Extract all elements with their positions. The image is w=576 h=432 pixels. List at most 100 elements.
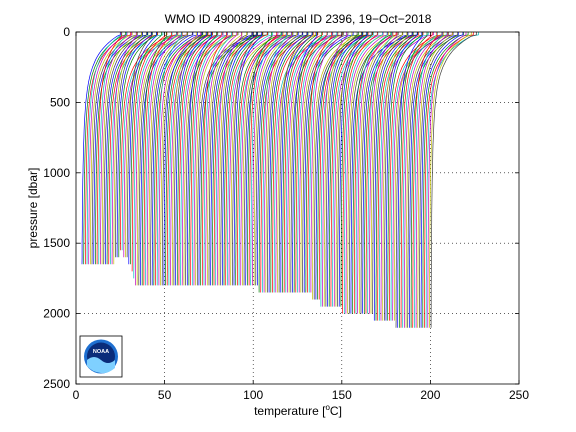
x-axis-label-sup: o: [325, 403, 330, 412]
profile-line: [368, 32, 398, 314]
profile-line: [262, 32, 288, 293]
profile-line: [312, 32, 362, 300]
profile-line: [363, 32, 414, 314]
profile-line: [424, 32, 474, 328]
profile-line: [317, 32, 364, 300]
profile-line: [310, 32, 343, 293]
profile-line: [420, 32, 464, 328]
logo-wave: [87, 357, 115, 374]
profile-line: [211, 32, 259, 286]
profile-line: [91, 32, 138, 265]
profile-line: [108, 32, 159, 265]
profile-line: [116, 32, 153, 258]
profile-line: [185, 32, 239, 286]
profile-line: [290, 32, 344, 293]
profile-line: [175, 32, 208, 286]
profile-line: [347, 32, 394, 314]
profile-line: [397, 32, 423, 328]
profile-line: [409, 32, 459, 328]
profile-line: [404, 32, 444, 328]
profile-line: [323, 32, 353, 307]
profile-line: [120, 32, 177, 251]
profile-line: [375, 32, 419, 321]
profile-line: [243, 32, 294, 286]
x-tick-label: 0: [73, 388, 80, 402]
profile-line: [422, 32, 469, 328]
axes-layer: [75, 31, 520, 385]
profile-line: [260, 32, 314, 293]
profile-line: [283, 32, 323, 293]
profile-line: [201, 32, 228, 286]
profile-line: [373, 32, 413, 321]
profile-line: [370, 32, 403, 314]
profile-line: [268, 32, 308, 293]
profile-line: [330, 32, 374, 307]
profile-line: [148, 32, 188, 286]
profile-line: [293, 32, 323, 293]
profile-line: [186, 32, 213, 286]
profile-line: [195, 32, 238, 286]
profile-line: [170, 32, 224, 286]
profile-line: [183, 32, 234, 286]
x-tick-label: 200: [420, 388, 440, 402]
profile-line: [233, 32, 263, 286]
profile-line: [173, 32, 202, 286]
profile-line: [126, 32, 153, 258]
profile-line: [178, 32, 218, 286]
profile-line: [188, 32, 217, 286]
profile-line: [146, 32, 183, 286]
profile-line: [98, 32, 127, 265]
profile-line: [155, 32, 209, 286]
profile-line: [425, 32, 479, 328]
profile-line: [90, 32, 133, 265]
x-axis-label-tail: C]: [330, 404, 342, 418]
profile-line: [231, 32, 258, 286]
plot-background: [76, 32, 519, 384]
profile-line: [355, 32, 388, 314]
profile-line: [358, 32, 398, 314]
profile-line: [165, 32, 208, 286]
profile-line: [196, 32, 258, 286]
profile-line: [338, 32, 368, 307]
profile-line: [253, 32, 293, 286]
profile-line: [138, 32, 189, 286]
profile-line: [128, 32, 157, 265]
plot-area: [76, 32, 519, 384]
profile-line: [383, 32, 413, 321]
profile-line: [410, 32, 464, 328]
profile-line: [151, 32, 198, 286]
profile-line: [141, 32, 168, 286]
profile-line: [88, 32, 128, 265]
profile-line: [365, 32, 419, 314]
y-tick-label: 1000: [43, 166, 70, 180]
y-tick-label: 0: [63, 25, 70, 39]
profile-line: [215, 32, 269, 286]
profile-line: [106, 32, 153, 265]
profile-line: [242, 32, 289, 286]
profile-line: [282, 32, 318, 293]
profile-line: [300, 32, 343, 293]
x-tick-label: 150: [332, 388, 352, 402]
profile-line: [285, 32, 328, 293]
profile-line: [394, 32, 444, 321]
profile-line: [206, 32, 243, 286]
profile-line: [218, 32, 247, 286]
profile-line: [252, 32, 288, 286]
profile-line: [343, 32, 383, 314]
profile-line: [103, 32, 143, 265]
profile-line: [205, 32, 238, 286]
x-axis-label-main: temperature [: [254, 404, 326, 418]
profile-line: [118, 32, 158, 258]
profile-line: [235, 32, 282, 286]
profile-line: [163, 32, 203, 286]
profile-line: [258, 32, 309, 293]
profile-line: [295, 32, 328, 293]
profile-line: [168, 32, 219, 286]
profile-line: [385, 32, 418, 321]
profile-line: [297, 32, 333, 293]
profile-line: [250, 32, 283, 286]
profile-line: [153, 32, 204, 286]
x-tick-label: 250: [509, 388, 529, 402]
profile-line: [292, 32, 318, 293]
